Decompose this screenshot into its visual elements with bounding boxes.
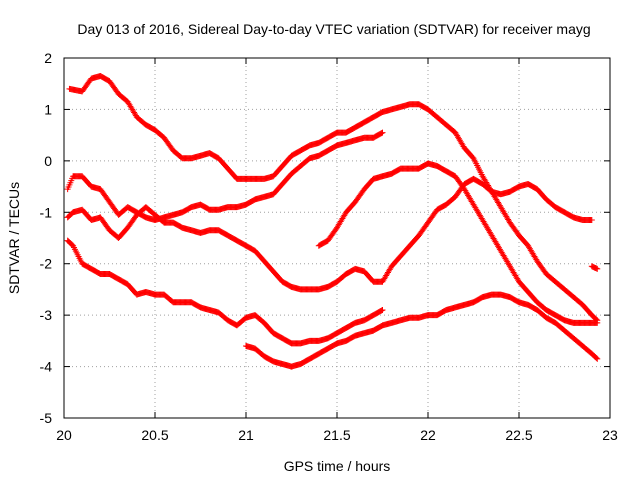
data-point: [378, 307, 385, 314]
data-point: [378, 130, 385, 137]
chart-title: Day 013 of 2016, Sidereal Day-to-day VTE…: [77, 21, 590, 37]
series-track-3: [64, 175, 595, 293]
y-tick-label: -5: [40, 410, 53, 426]
series-track-4: [64, 237, 386, 347]
y-tick-label: 0: [44, 153, 52, 169]
plot-frame: [63, 57, 611, 419]
y-tick-label: 1: [44, 101, 52, 117]
y-tick-label: -2: [40, 256, 53, 272]
data-point: [593, 355, 600, 361]
x-tick-label: 21.5: [323, 427, 350, 443]
data-point: [594, 265, 601, 272]
x-tick-label: 22.5: [505, 427, 532, 443]
data-point: [594, 319, 601, 326]
series-track-6: [315, 160, 601, 326]
data-point: [594, 355, 601, 362]
y-tick-label: -3: [40, 307, 53, 323]
y-tick-label: -4: [40, 359, 53, 375]
series-track-7: [588, 263, 601, 272]
data-point: [379, 129, 386, 136]
data-point: [379, 307, 386, 313]
x-tick-label: 22: [420, 427, 436, 443]
grid: [64, 58, 610, 418]
series-track-5: [243, 291, 601, 370]
series-track-2: [64, 129, 386, 223]
y-tick-label: 2: [44, 50, 52, 66]
data-point: [588, 217, 595, 223]
x-axis-label: GPS time / hours: [284, 458, 391, 474]
data-points: [64, 73, 601, 370]
y-tick-labels: -5 -4 -3 -2 -1 0 1 2: [40, 50, 53, 426]
x-tick-label: 20: [56, 427, 72, 443]
x-tick-label: 23: [602, 427, 618, 443]
x-tick-label: 20.5: [141, 427, 168, 443]
x-tick-labels: 20 20.5 21 21.5 22 22.5 23: [56, 427, 618, 443]
y-axis-label: SDTVAR / TECUs: [6, 182, 22, 294]
y-tick-label: -1: [40, 204, 53, 220]
x-tick-label: 21: [238, 427, 254, 443]
series-track-1: [66, 73, 601, 324]
